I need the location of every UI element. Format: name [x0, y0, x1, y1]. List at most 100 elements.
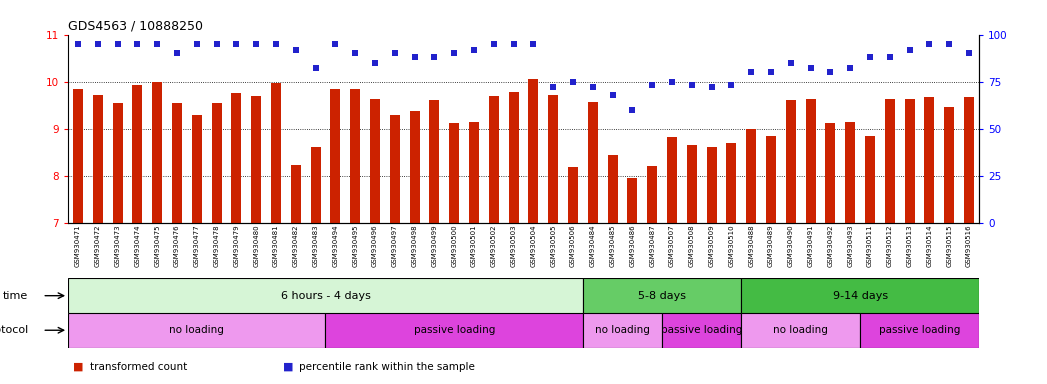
Point — [248, 41, 265, 47]
Bar — [786, 101, 796, 223]
Point — [466, 46, 483, 53]
Bar — [291, 166, 300, 223]
Bar — [627, 178, 638, 223]
Text: no loading: no loading — [170, 325, 224, 335]
Bar — [192, 114, 202, 223]
Bar — [885, 99, 895, 223]
Point — [941, 41, 958, 47]
Text: passive loading: passive loading — [878, 325, 960, 335]
Point — [386, 50, 403, 56]
Bar — [549, 95, 558, 223]
Bar — [409, 111, 420, 223]
Bar — [68, 313, 326, 348]
Bar — [132, 85, 142, 223]
Bar — [741, 278, 979, 313]
Bar — [806, 99, 816, 223]
Bar — [964, 97, 974, 223]
Bar — [211, 103, 222, 223]
Bar — [845, 122, 855, 223]
Point — [69, 41, 86, 47]
Bar — [707, 147, 716, 223]
Text: percentile rank within the sample: percentile rank within the sample — [299, 362, 475, 372]
Bar — [727, 143, 736, 223]
Text: 6 hours - 4 days: 6 hours - 4 days — [281, 291, 371, 301]
Point — [287, 46, 305, 53]
Point — [109, 41, 126, 47]
Text: passive loading: passive loading — [414, 325, 495, 335]
Text: GDS4563 / 10888250: GDS4563 / 10888250 — [68, 19, 203, 32]
Bar — [73, 89, 83, 223]
Bar — [351, 89, 360, 223]
Text: no loading: no loading — [774, 325, 828, 335]
Bar — [389, 116, 400, 223]
Bar — [172, 103, 182, 223]
Point — [228, 41, 245, 47]
Point — [426, 54, 443, 60]
Bar — [331, 89, 340, 223]
Bar — [587, 102, 598, 223]
Point — [743, 69, 760, 75]
Point — [169, 50, 185, 56]
Bar — [925, 97, 934, 223]
Point — [149, 41, 165, 47]
Text: transformed count: transformed count — [90, 362, 187, 372]
Bar — [370, 99, 380, 223]
Bar — [583, 313, 662, 348]
Point — [366, 60, 383, 66]
Point — [525, 41, 541, 47]
Point — [921, 41, 938, 47]
Text: protocol: protocol — [0, 325, 28, 335]
Bar — [741, 313, 861, 348]
Bar — [509, 92, 518, 223]
Point — [327, 41, 343, 47]
Bar — [449, 123, 460, 223]
Point — [961, 50, 978, 56]
Point — [842, 65, 859, 71]
Point — [862, 54, 878, 60]
Text: 5-8 days: 5-8 days — [638, 291, 686, 301]
Bar — [687, 145, 696, 223]
Point — [89, 41, 106, 47]
Bar — [311, 147, 320, 223]
Point — [268, 41, 285, 47]
Bar — [231, 93, 241, 223]
Bar — [326, 313, 583, 348]
Point — [208, 41, 225, 47]
Text: passive loading: passive loading — [661, 325, 742, 335]
Bar — [429, 101, 440, 223]
Text: ■: ■ — [73, 362, 84, 372]
Point — [644, 82, 661, 88]
Bar — [667, 137, 677, 223]
Point — [782, 60, 799, 66]
Bar — [825, 123, 836, 223]
Bar — [569, 167, 578, 223]
Point — [901, 46, 918, 53]
Bar — [905, 99, 915, 223]
Point — [307, 65, 324, 71]
Bar — [113, 103, 122, 223]
Point — [604, 92, 621, 98]
Bar — [647, 166, 658, 223]
Bar — [529, 79, 538, 223]
Point — [129, 41, 146, 47]
Bar — [662, 313, 741, 348]
Point — [347, 50, 363, 56]
Bar — [251, 96, 261, 223]
Text: time: time — [3, 291, 28, 301]
Point — [544, 84, 561, 90]
Point — [704, 84, 720, 90]
Point — [624, 107, 641, 113]
Bar — [865, 136, 875, 223]
Bar — [93, 95, 103, 223]
Point — [506, 41, 522, 47]
Bar — [766, 136, 776, 223]
Point — [723, 82, 740, 88]
Bar — [944, 108, 954, 223]
Point — [882, 54, 898, 60]
Bar — [152, 82, 162, 223]
Bar — [68, 278, 583, 313]
Bar — [861, 313, 979, 348]
Point — [664, 79, 681, 85]
Text: ■: ■ — [283, 362, 293, 372]
Point — [684, 82, 700, 88]
